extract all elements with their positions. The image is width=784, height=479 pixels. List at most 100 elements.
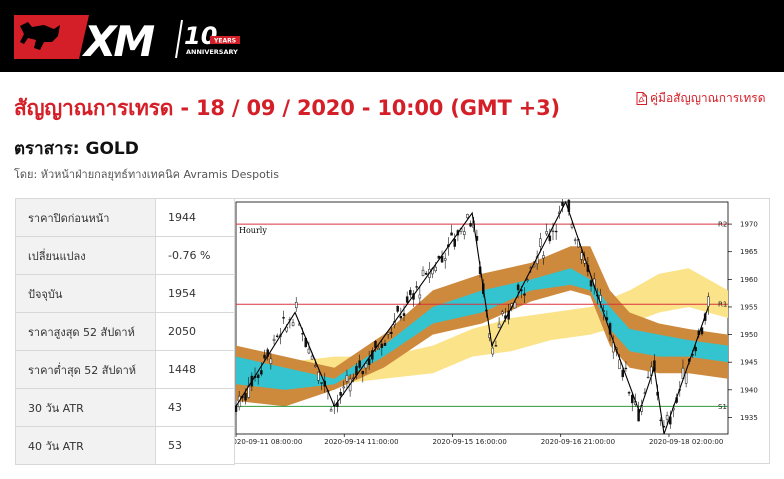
author-byline: โดย: หัวหน้าฝ่ายกลยุทธ์ทางเทคนิค Avramis… (14, 168, 279, 181)
y-tick-label: 1950 (740, 331, 758, 339)
y-tick-label: 1940 (740, 386, 758, 394)
candle-body (462, 231, 466, 235)
candle-body (573, 239, 577, 241)
candle-body (390, 331, 393, 334)
stat-value: 53 (155, 426, 235, 465)
xm-logo[interactable]: XM 10 YEARS ANNIVERSARY (14, 12, 244, 62)
candle-body (421, 269, 425, 276)
candle-body (700, 327, 704, 335)
price-chart: R2 R1 S1 1935 1940 1945 1950 1955 1960 1965 1970 2… (234, 198, 770, 464)
table-row: ราคาต่ำสุด 52 สัปดาห์ 1448 (15, 350, 235, 389)
candle-body (707, 296, 710, 307)
candle-body (263, 354, 266, 359)
candle-body (244, 393, 247, 401)
stat-label: 30 วัน ATR (15, 388, 156, 427)
candle-body (501, 311, 504, 314)
candle-body (589, 280, 593, 287)
y-tick-label: 1935 (740, 414, 758, 422)
candle-body (317, 371, 320, 381)
candle-body (513, 302, 517, 309)
candle-body (523, 293, 526, 296)
y-tick-label: 1955 (740, 303, 758, 311)
zigzag-line (235, 200, 709, 435)
candle-body (516, 284, 520, 291)
candle-body (272, 338, 276, 341)
candle-body (453, 238, 456, 247)
candle-body (684, 372, 688, 384)
candle-body (450, 232, 453, 236)
x-tick-label: 2020-09-14 11:00:00 (324, 438, 398, 446)
table-row: ราคาปิดก่อนหน้า 1944 (15, 198, 235, 237)
stat-label: ปัจจุบัน (15, 274, 156, 313)
guide-link-label: คู่มือสัญญาณการเทรด (650, 91, 766, 105)
candle-body (466, 214, 469, 219)
candle-body (361, 370, 365, 375)
zigzag-polyline (235, 200, 709, 435)
stat-value: 1944 (155, 198, 235, 237)
anniversary-sub: ANNIVERSARY (186, 48, 238, 56)
y-tick-label: 1965 (740, 248, 758, 256)
candle-body (307, 348, 311, 354)
price-chart-svg: R2 R1 S1 1935 1940 1945 1950 1955 1960 1965 1970 2… (235, 199, 758, 446)
candle-body (415, 286, 418, 288)
pdf-icon (636, 92, 647, 105)
candle-body (409, 289, 412, 296)
candle-body (256, 374, 260, 379)
y-tick-label: 1960 (740, 276, 758, 284)
candle-body (345, 375, 349, 382)
stat-value: 1954 (155, 274, 235, 313)
stat-label: เปลี่ยนแปลง (15, 236, 156, 275)
candle-body (235, 405, 238, 412)
x-tick-label: 2020-09-11 08:00:00 (235, 438, 302, 446)
candle-body (383, 342, 387, 346)
level-label-r1: R1 (718, 301, 727, 309)
stat-value: 1448 (155, 350, 235, 389)
candle-body (494, 345, 498, 347)
candle-body (374, 341, 377, 348)
table-row: ราคาสูงสุด 52 สัปดาห์ 2050 (15, 312, 235, 351)
x-tick-label: 2020-09-18 02:00:00 (649, 438, 723, 446)
candle-body (665, 415, 669, 420)
candle-body (570, 224, 574, 228)
candle-body (301, 333, 304, 335)
level-label-r2: R2 (718, 221, 727, 229)
candle-body (434, 266, 437, 272)
candle-body (621, 369, 624, 378)
stat-value: 2050 (155, 312, 235, 351)
candle-body (260, 370, 263, 375)
table-row: 40 วัน ATR 53 (15, 426, 235, 465)
candle-body (554, 230, 558, 233)
table-row: 30 วัน ATR 43 (15, 388, 235, 427)
page-title: สัญญาณการเทรด - 18 / 09 / 2020 - 10:00 (… (14, 96, 560, 120)
candle-body (294, 301, 298, 309)
cloud-inner-band (236, 268, 728, 390)
candle-body (624, 367, 628, 370)
candle-body (551, 230, 555, 233)
candle-body (497, 323, 501, 328)
candle-body (399, 315, 403, 319)
candle-body (627, 392, 631, 394)
x-tick-label: 2020-09-15 16:00:00 (432, 438, 506, 446)
candle-body (380, 343, 384, 348)
candle-body (358, 360, 361, 368)
candle-body (320, 382, 323, 384)
instrument-title: ตราสาร: GOLD (14, 139, 139, 159)
y-tick-label: 1945 (740, 359, 758, 367)
candle-body (469, 223, 472, 227)
candle-body (402, 313, 406, 316)
candle-body (545, 231, 548, 235)
candle-body (339, 392, 342, 396)
candle-body (437, 255, 441, 259)
trading-signals-guide-link[interactable]: คู่มือสัญญาณการเทรด (636, 89, 766, 108)
table-row: เปลี่ยนแปลง -0.76 % (15, 236, 235, 275)
candle-body (548, 235, 552, 242)
candle-body (342, 386, 346, 389)
brand-name: XM (81, 17, 154, 62)
candle-body (275, 335, 279, 337)
candle-body (424, 272, 428, 275)
candle-body (630, 394, 634, 404)
x-tick-label: 2020-09-16 21:00:00 (541, 438, 615, 446)
table-row: ปัจจุบัน 1954 (15, 274, 235, 313)
candle-body (561, 201, 564, 206)
candle-body (646, 376, 650, 379)
